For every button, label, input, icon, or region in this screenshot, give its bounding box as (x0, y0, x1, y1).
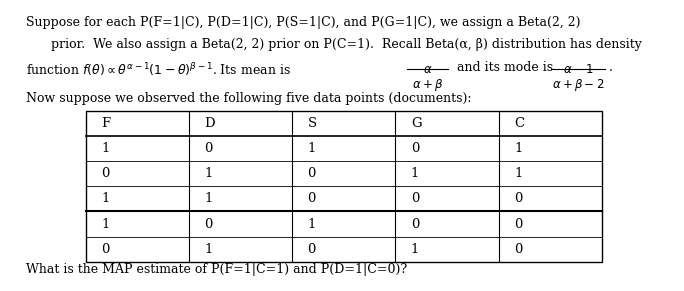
Text: 0: 0 (308, 192, 316, 205)
Text: 1: 1 (411, 243, 419, 256)
Text: $\alpha-1$: $\alpha-1$ (563, 63, 593, 76)
Text: Now suppose we observed the following five data points (documents):: Now suppose we observed the following fi… (26, 92, 471, 105)
Text: $\alpha+\beta-2$: $\alpha+\beta-2$ (552, 77, 604, 93)
Text: 0: 0 (514, 192, 523, 205)
Text: 0: 0 (101, 167, 109, 180)
Text: $\alpha+\beta$: $\alpha+\beta$ (412, 77, 443, 93)
Text: 0: 0 (411, 192, 419, 205)
Text: function $f(\theta) \propto \theta^{\alpha-1}(1-\theta)^{\beta-1}$. Its mean is: function $f(\theta) \propto \theta^{\alp… (26, 61, 291, 78)
Text: 1: 1 (308, 218, 316, 230)
Text: D: D (205, 117, 215, 130)
Text: 1: 1 (411, 167, 419, 180)
Text: 1: 1 (101, 192, 109, 205)
Text: G: G (411, 117, 421, 130)
Text: 0: 0 (411, 218, 419, 230)
Text: prior.  We also assign a Beta(2, 2) prior on P(C=1).  Recall Beta(α, β) distribu: prior. We also assign a Beta(2, 2) prior… (51, 38, 642, 51)
Text: 0: 0 (514, 218, 523, 230)
Text: 1: 1 (514, 142, 523, 155)
Text: 1: 1 (205, 243, 213, 256)
Text: 0: 0 (205, 142, 213, 155)
Text: 0: 0 (514, 243, 523, 256)
Text: 1: 1 (205, 192, 213, 205)
Text: 0: 0 (411, 142, 419, 155)
Text: 0: 0 (308, 167, 316, 180)
Text: 1: 1 (101, 142, 109, 155)
Text: Suppose for each P(F=1|C), P(D=1|C), P(S=1|C), and P(G=1|C), we assign a Beta(2,: Suppose for each P(F=1|C), P(D=1|C), P(S… (26, 16, 581, 29)
Text: .: . (609, 61, 613, 74)
Text: and its mode is: and its mode is (453, 61, 553, 74)
Text: 1: 1 (101, 218, 109, 230)
Text: 1: 1 (308, 142, 316, 155)
Text: 0: 0 (101, 243, 109, 256)
Text: C: C (514, 117, 524, 130)
Text: 0: 0 (308, 243, 316, 256)
Text: What is the MAP estimate of P(F=1|C=1) and P(D=1|C=0)?: What is the MAP estimate of P(F=1|C=1) a… (26, 263, 407, 276)
Text: 1: 1 (205, 167, 213, 180)
Text: 1: 1 (514, 167, 523, 180)
Text: F: F (101, 117, 110, 130)
Text: $\alpha$: $\alpha$ (423, 63, 432, 76)
Text: 0: 0 (205, 218, 213, 230)
Text: S: S (308, 117, 317, 130)
